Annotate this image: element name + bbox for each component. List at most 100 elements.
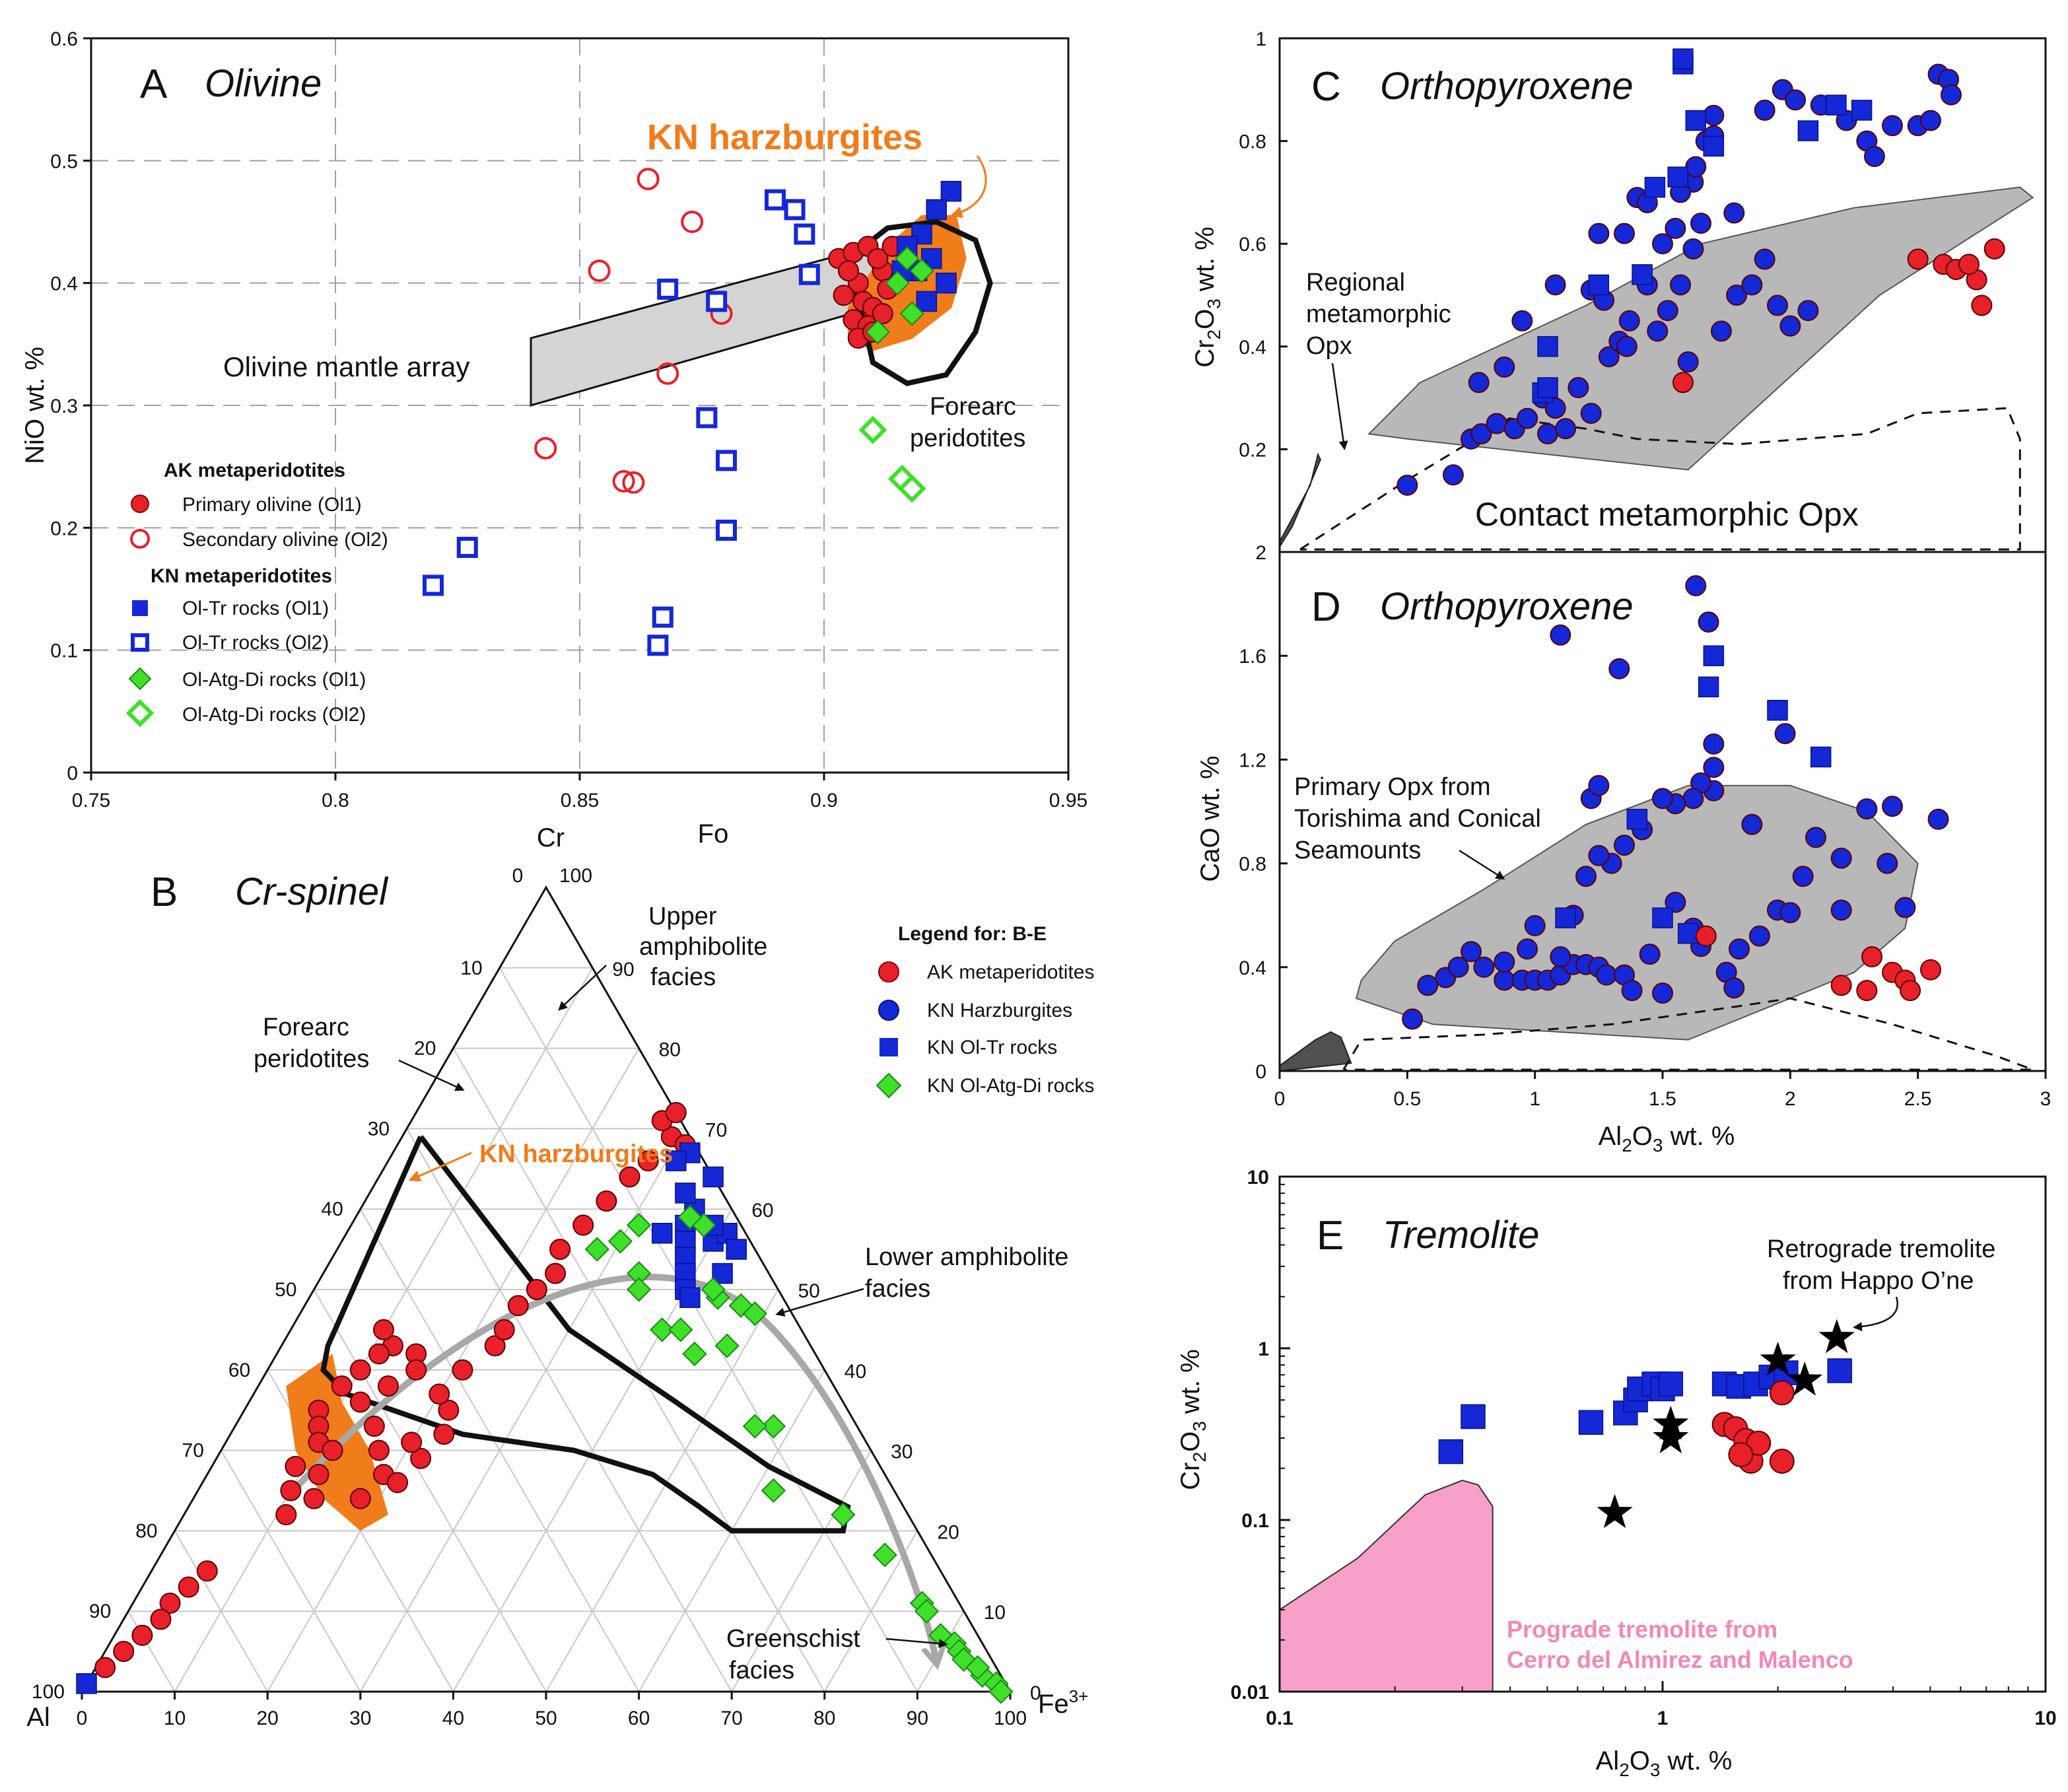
- panel-a-title: Olivine: [205, 62, 322, 105]
- c-point-s0-11: [1568, 377, 1589, 399]
- forearc-label-line2: peridotites: [910, 425, 1025, 452]
- c-point-s2-0: [1672, 372, 1694, 394]
- e-ytick-label-2: 1: [1258, 1338, 1269, 1360]
- tern-bottom-label-10: 100: [994, 1707, 1027, 1729]
- b-point-s0-40: [308, 1464, 329, 1486]
- e-ytick-label-3: 10: [1247, 1167, 1269, 1189]
- legend-marker-ol2: [130, 529, 150, 549]
- panel-a-legend: AK metaperidotites Primary olivine (Ol1)…: [125, 460, 388, 728]
- d-xtick-label-0: 0: [1274, 1088, 1286, 1110]
- c-point-s0-25: [1767, 294, 1788, 316]
- c-point-s0-15: [1618, 310, 1640, 331]
- c-ytick-label-4: 0.8: [1239, 131, 1266, 153]
- upper-amphibolite-line2: amphibolite: [639, 933, 767, 961]
- c-point-s1-5: [1644, 176, 1666, 198]
- b-point-s0-42: [405, 1359, 427, 1381]
- d-ytick-label-2: 0.8: [1239, 854, 1266, 876]
- c-ytick-label-1: 0.2: [1239, 439, 1266, 461]
- e-point-s1-4: [1746, 1430, 1772, 1456]
- a-point-s3-11: [652, 606, 673, 628]
- tgrid-al-3: [406, 1128, 733, 1692]
- tern-right-label-4: 40: [844, 1361, 866, 1383]
- e-point-s0-1: [1461, 1404, 1486, 1430]
- c-point-s0-23: [1741, 274, 1763, 296]
- panel-c-ylabel-sub3: 3: [1204, 298, 1224, 309]
- a-xtick-label-4: 0.95: [1049, 790, 1087, 811]
- c-point-s0-1: [1442, 464, 1464, 486]
- c-point-s0-27: [1797, 300, 1819, 322]
- legend-kn-header: KN metaperidotites: [151, 565, 332, 587]
- legend-label-atg-ol2: Ol-Atg-Di rocks (Ol2): [182, 704, 366, 726]
- b-point-s0-25: [665, 1102, 687, 1124]
- panel-e-ticks: 0.1 1 10 0.01 0.1 1 10: [1231, 1167, 2057, 1729]
- d-point-s0-60: [1894, 897, 1916, 918]
- legend-be-label-kn-harz: KN Harzburgites: [927, 1000, 1072, 1021]
- contact-opx-label: Contact metamorphic Opx: [1475, 496, 1859, 533]
- forearc-ternary-line1: Forearc: [263, 1014, 349, 1041]
- a-ytick-label-5: 0.5: [50, 151, 78, 172]
- forearc-ternary-line2: peridotites: [254, 1045, 369, 1073]
- c-point-s0-30: [1544, 274, 1566, 296]
- b-point-s0-48: [113, 1641, 135, 1663]
- d-xtick-label-4: 2: [1785, 1088, 1796, 1110]
- c-point-s0-48: [1754, 99, 1775, 121]
- d-xtick-label-5: 2.5: [1904, 1088, 1932, 1110]
- c-point-s0-50: [1785, 89, 1807, 111]
- d-point-s0-41: [1614, 835, 1635, 856]
- regional-opx-arrow: [1331, 362, 1348, 450]
- d-point-s0-34: [1741, 813, 1763, 835]
- legend-marker-atg-ol1: [128, 667, 152, 691]
- panel-c-ylabel-tail: wt. %: [1190, 226, 1220, 298]
- b-point-s0-43: [196, 1560, 218, 1582]
- panel-a-ylabel: NiO wt. %: [20, 347, 50, 464]
- d-point-s0-59: [1830, 899, 1852, 921]
- b-point-s0-15: [507, 1295, 529, 1317]
- a-point-s0-11: [872, 303, 893, 324]
- c-point-s1-3: [1703, 135, 1725, 157]
- b-point-s3-29: [988, 1679, 1014, 1704]
- b-point-s3-27: [965, 1655, 990, 1680]
- regional-opx-line2: metamorphic: [1306, 300, 1451, 328]
- c-point-s1-13: [1537, 377, 1558, 398]
- d-point-s2-2: [1856, 980, 1878, 1002]
- tern-bottom-label-9: 90: [907, 1707, 928, 1729]
- a-point-s3-6: [696, 407, 718, 429]
- d-point-s0-33: [1805, 827, 1826, 848]
- c-point-s0-38: [1588, 223, 1610, 244]
- upper-amphibolite-line1: Upper: [648, 903, 717, 930]
- a-point-s3-4: [657, 278, 679, 300]
- panel-d-title: Orthopyroxene: [1380, 585, 1634, 628]
- panel-c-orthopyroxene-cr2o3: 2 0.2 0.4 0.6 0.8 1 C Orthopyroxene Cr2O3 wt.…: [1190, 28, 2047, 564]
- a-point-s0-12: [838, 260, 859, 282]
- tern-left-label-5: 50: [275, 1279, 296, 1301]
- a-point-s1-5: [534, 436, 557, 460]
- d-point-s0-48: [1703, 733, 1725, 755]
- primary-opx-arrow: [1459, 849, 1505, 880]
- ternary-grid: [127, 967, 965, 1692]
- kn-harzburgites-arrow: [950, 155, 987, 219]
- b-point-s0-46: [150, 1608, 172, 1630]
- b-point-s0-47: [131, 1624, 153, 1646]
- b-point-s3-8: [701, 1277, 726, 1302]
- d-point-s0-32: [1792, 866, 1814, 887]
- tgrid-al-5: [313, 1289, 547, 1692]
- b-point-s0-8: [401, 1431, 423, 1453]
- tern-bottom-label-4: 40: [442, 1707, 464, 1729]
- c-ytick-label-5: 1: [1255, 28, 1266, 50]
- a-point-s1-1: [681, 211, 704, 233]
- apex-top-tick-0: 0: [512, 865, 524, 887]
- d-ytick-label-0: 0: [1255, 1061, 1266, 1083]
- e-point-s1-6: [1769, 1380, 1795, 1406]
- d-point-s0-24: [1665, 891, 1686, 913]
- c-point-s0-17: [1647, 320, 1669, 342]
- d-point-s2-0: [1695, 925, 1717, 947]
- b-point-s3-2: [584, 1237, 609, 1262]
- e-ytick-label-0: 0.01: [1231, 1682, 1269, 1704]
- upper-amphibolite-arrow: [558, 965, 607, 1011]
- a-point-s3-10: [423, 574, 444, 596]
- panel-d-ylabel: CaO wt. %: [1196, 755, 1225, 881]
- legend-be-marker-oltr: [879, 1038, 898, 1056]
- panel-b-letter: B: [151, 870, 178, 915]
- apex-al-label: Al: [26, 1703, 50, 1732]
